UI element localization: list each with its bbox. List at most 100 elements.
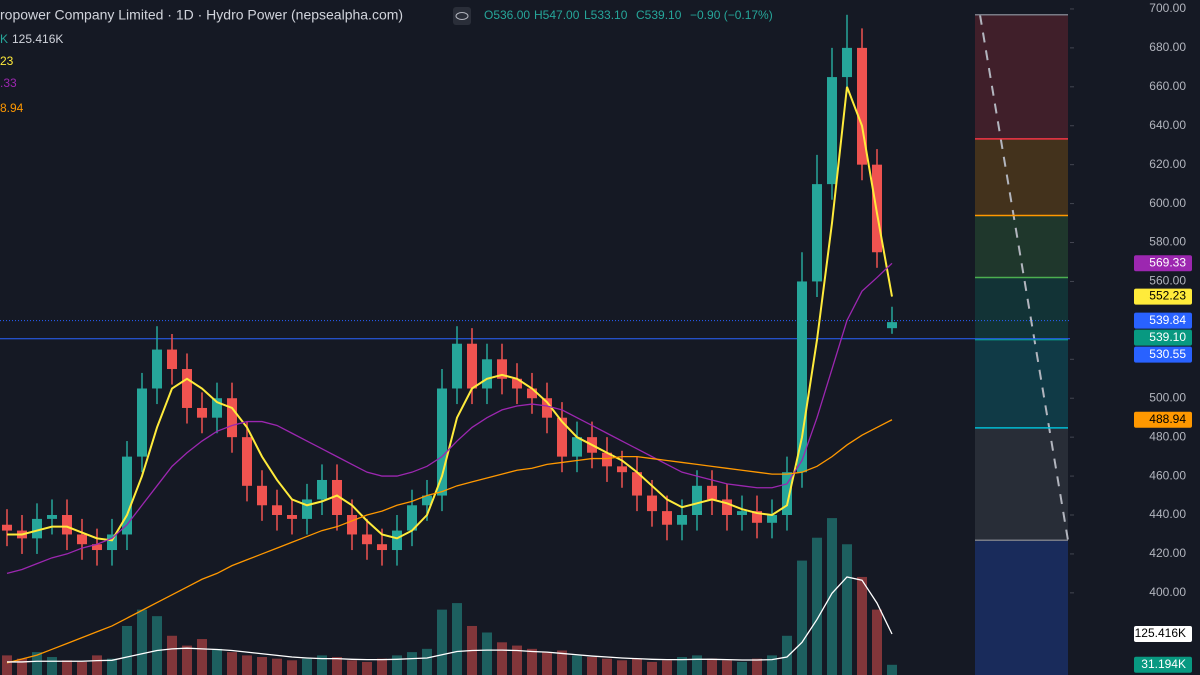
- candle-body: [362, 534, 372, 545]
- volume-bar: [257, 657, 267, 675]
- volume-bar: [767, 655, 777, 675]
- volume-bar: [362, 661, 372, 675]
- volume-bar: [242, 655, 252, 675]
- candle-body: [737, 511, 747, 516]
- volume-bar: [137, 609, 147, 675]
- volume-bar: [737, 661, 747, 675]
- volume-bar: [197, 639, 207, 675]
- price-tag-label: 530.55: [1149, 347, 1186, 361]
- legend-value: .33: [0, 76, 17, 90]
- ma-line: [7, 576, 893, 663]
- candle-body: [482, 359, 492, 389]
- candle-body: [437, 388, 447, 496]
- volume-bar: [812, 537, 822, 675]
- price-tag-label: 125.416K: [1135, 626, 1186, 640]
- candle-body: [692, 485, 702, 516]
- legend-value: 8.94: [0, 101, 24, 115]
- candle-body: [497, 359, 507, 379]
- y-tick-label: 580.00: [1149, 235, 1186, 249]
- volume-bar: [92, 655, 102, 675]
- legend-value: 23: [0, 54, 14, 68]
- candle-body: [677, 515, 687, 525]
- candle-body: [332, 479, 342, 516]
- candle-body: [467, 343, 477, 389]
- price-tag: [1134, 312, 1192, 329]
- volume-bar: [437, 609, 447, 675]
- ohlc-value: H547.00: [534, 8, 580, 22]
- fib-zone: [975, 339, 1068, 428]
- price-tag: [1134, 288, 1192, 305]
- candle-body: [767, 515, 777, 523]
- volume-bar: [722, 660, 732, 675]
- y-tick-label: 640.00: [1149, 118, 1186, 132]
- candle-body: [137, 388, 147, 457]
- volume-bar: [827, 518, 837, 675]
- ma-line: [7, 86, 893, 542]
- volume-bar: [662, 660, 672, 675]
- candle-body: [542, 398, 552, 418]
- eye-button[interactable]: [453, 7, 471, 25]
- y-tick-label: 660.00: [1149, 79, 1186, 93]
- y-tick-label: 620.00: [1149, 157, 1186, 171]
- candle-body: [662, 511, 672, 525]
- volume-bar: [692, 655, 702, 675]
- volume-bar: [317, 655, 327, 675]
- volume-bar: [842, 544, 852, 675]
- candle-body: [632, 472, 642, 496]
- candle-body: [602, 452, 612, 467]
- fib-zone: [975, 427, 1068, 541]
- candle-body: [392, 530, 402, 551]
- fib-extension-zone: [975, 540, 1068, 675]
- volume-bar: [482, 632, 492, 675]
- ohlc-value: L533.10: [584, 8, 628, 22]
- candle-body: [572, 437, 582, 457]
- candle-body: [197, 407, 207, 418]
- eye-icon[interactable]: [453, 7, 471, 25]
- y-tick-label: 400.00: [1149, 585, 1186, 599]
- volume-bar: [647, 661, 657, 675]
- y-tick-label: 480.00: [1149, 429, 1186, 443]
- volume-bar: [407, 652, 417, 675]
- candle-body: [707, 485, 717, 500]
- candle-body: [857, 47, 867, 165]
- volume-bar: [857, 576, 867, 675]
- candle-body: [887, 322, 897, 329]
- volume-bar: [542, 652, 552, 675]
- price-tag-label: 539.84: [1149, 313, 1186, 327]
- volume-bar: [302, 658, 312, 675]
- volume-bar: [47, 657, 57, 675]
- volume-bar: [557, 650, 567, 675]
- ohlc-value: O536.00: [484, 8, 530, 22]
- candle-body: [212, 398, 222, 418]
- price-tag-label: 488.94: [1149, 412, 1186, 426]
- volume-bar: [587, 657, 597, 675]
- candle-body: [422, 495, 432, 506]
- candle-body: [557, 417, 567, 457]
- volume-bar: [122, 625, 132, 675]
- candle-body: [797, 281, 807, 473]
- legend-value: 125.416K: [12, 32, 63, 46]
- fib-zone: [975, 14, 1068, 139]
- candle-body: [617, 466, 627, 473]
- candle-body: [347, 515, 357, 535]
- chart-title: ropower Company Limited · 1D · Hydro Pow…: [0, 7, 403, 23]
- candle-body: [812, 184, 822, 282]
- price-tag: [1134, 626, 1192, 643]
- y-tick-label: 680.00: [1149, 40, 1186, 54]
- plot-area: 0 (697.00)0.236 (633.0.382 (593.0.5 (562…: [0, 0, 1140, 675]
- volume-bar: [512, 645, 522, 675]
- candle-body: [782, 472, 792, 516]
- volume-bar: [107, 658, 117, 675]
- ohlc-value: C539.10: [636, 8, 682, 22]
- fib-zone: [975, 138, 1068, 216]
- volume-bar: [677, 657, 687, 675]
- volume-bar: [332, 657, 342, 675]
- volume-bar: [32, 652, 42, 675]
- candle-body: [32, 518, 42, 539]
- volume-bar: [617, 660, 627, 675]
- axis-layer: 400.00420.00440.00460.00480.00500.00520.…: [1070, 1, 1192, 673]
- candle-body: [407, 505, 417, 531]
- candle-body: [242, 437, 252, 486]
- candle-body: [257, 485, 267, 506]
